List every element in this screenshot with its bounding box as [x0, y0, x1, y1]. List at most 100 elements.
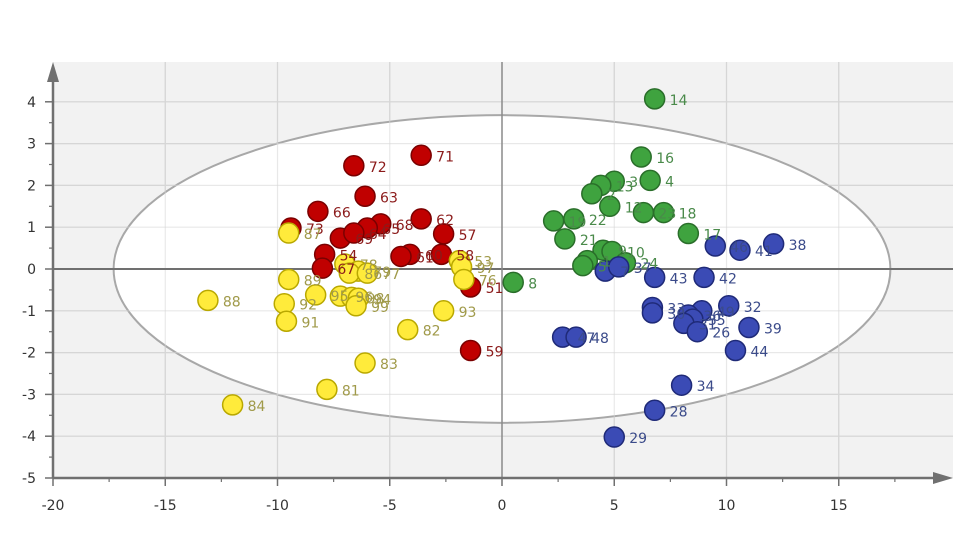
data-point-yellow[interactable] — [304, 284, 327, 306]
data-point-blue[interactable] — [641, 302, 664, 324]
point-label: 31 — [699, 317, 717, 333]
point-label: 86 — [364, 267, 382, 283]
data-point-blue[interactable] — [603, 426, 625, 448]
point-label: 22 — [589, 213, 607, 229]
point-label: 64 — [369, 227, 387, 243]
data-point-blue[interactable] — [729, 239, 751, 261]
data-point-blue[interactable] — [565, 326, 587, 348]
point-label: 84 — [248, 399, 266, 415]
point-label: 30 — [667, 307, 685, 323]
point-label: 48 — [591, 331, 609, 347]
data-point-green[interactable] — [652, 201, 675, 224]
point-label: 23 — [658, 207, 676, 223]
point-label: 14 — [670, 93, 688, 109]
data-point-yellow[interactable] — [221, 394, 244, 416]
point-label: 60 — [425, 248, 443, 264]
data-point-green[interactable] — [502, 271, 524, 294]
data-point-red[interactable] — [410, 144, 432, 167]
data-point-yellow[interactable] — [275, 310, 298, 332]
y-tick-label: 2 — [27, 178, 36, 194]
point-label: 95 — [331, 289, 349, 305]
data-point-blue[interactable] — [704, 235, 727, 257]
y-tick-label: -2 — [22, 346, 36, 362]
point-label: 83 — [380, 357, 398, 373]
data-point-yellow[interactable] — [396, 318, 419, 341]
point-label: 63 — [380, 190, 398, 206]
data-point-blue[interactable] — [643, 399, 666, 422]
data-point-green[interactable] — [677, 222, 700, 245]
point-label: 57 — [459, 228, 477, 244]
data-point-green[interactable] — [639, 169, 661, 192]
data-point-red[interactable] — [307, 200, 329, 223]
point-label: 33 — [667, 301, 685, 317]
point-label: 82 — [423, 324, 441, 340]
data-point-blue[interactable] — [693, 266, 715, 289]
point-label: 47 — [578, 331, 596, 347]
x-tick-label: 10 — [718, 498, 736, 514]
data-point-yellow[interactable] — [354, 352, 376, 374]
point-label: 4 — [665, 174, 674, 190]
point-label: 28 — [670, 404, 688, 420]
data-point-green[interactable] — [542, 210, 565, 232]
data-point-red[interactable] — [390, 245, 412, 268]
data-point-green[interactable] — [643, 88, 666, 110]
data-point-green[interactable] — [572, 254, 594, 277]
point-label: 34 — [697, 379, 715, 395]
data-point-yellow[interactable] — [277, 222, 300, 244]
data-point-red[interactable] — [354, 185, 376, 208]
y-tick-label: 1 — [27, 220, 36, 236]
data-point-red[interactable] — [459, 339, 482, 362]
point-label: 87 — [304, 227, 322, 243]
data-point-yellow[interactable] — [432, 300, 455, 322]
point-label: 77 — [382, 267, 400, 283]
data-point-blue[interactable] — [686, 320, 709, 343]
point-label: 66 — [333, 205, 351, 221]
data-point-red[interactable] — [410, 208, 432, 230]
data-point-blue[interactable] — [738, 316, 760, 339]
point-label: 24 — [640, 257, 658, 273]
data-point-blue[interactable] — [762, 233, 785, 255]
data-point-green[interactable] — [581, 183, 603, 205]
data-point-yellow[interactable] — [273, 292, 295, 315]
data-point-green[interactable] — [630, 146, 652, 168]
point-label: 54 — [340, 248, 358, 264]
data-point-blue[interactable] — [670, 374, 693, 396]
point-label: 19 — [569, 215, 587, 231]
data-point-yellow[interactable] — [277, 268, 300, 291]
point-label: 79 — [373, 265, 391, 281]
data-point-yellow[interactable] — [453, 268, 475, 291]
data-point-red[interactable] — [343, 155, 365, 177]
data-point-blue[interactable] — [643, 266, 666, 289]
data-point-yellow[interactable] — [316, 378, 338, 401]
data-point-blue[interactable] — [607, 256, 630, 278]
point-label: 29 — [629, 431, 647, 447]
data-points — [197, 88, 785, 448]
data-point-red[interactable] — [311, 257, 334, 279]
point-label: 12 — [625, 200, 643, 216]
x-tick-label: 0 — [498, 498, 507, 514]
point-label: 96 — [355, 290, 373, 306]
data-point-yellow[interactable] — [345, 295, 367, 317]
point-label: 97 — [477, 261, 495, 277]
point-label: 46 — [730, 240, 748, 256]
data-point-blue[interactable] — [717, 295, 740, 317]
y-tick-label: -4 — [22, 429, 36, 445]
data-point-green[interactable] — [554, 228, 576, 250]
point-label: 44 — [750, 345, 768, 361]
point-label: 65 — [382, 222, 400, 238]
data-point-green[interactable] — [599, 195, 621, 218]
point-label: 37 — [634, 261, 652, 277]
data-point-yellow[interactable] — [356, 262, 379, 284]
data-point-yellow[interactable] — [197, 289, 219, 312]
point-label: 26 — [712, 326, 730, 342]
point-label: 42 — [719, 271, 737, 287]
point-label: 38 — [789, 238, 807, 254]
point-label: 18 — [679, 207, 697, 223]
point-label: 71 — [436, 149, 454, 165]
data-point-blue[interactable] — [724, 339, 747, 362]
point-label: 10 — [627, 245, 645, 261]
data-point-red[interactable] — [343, 222, 365, 244]
